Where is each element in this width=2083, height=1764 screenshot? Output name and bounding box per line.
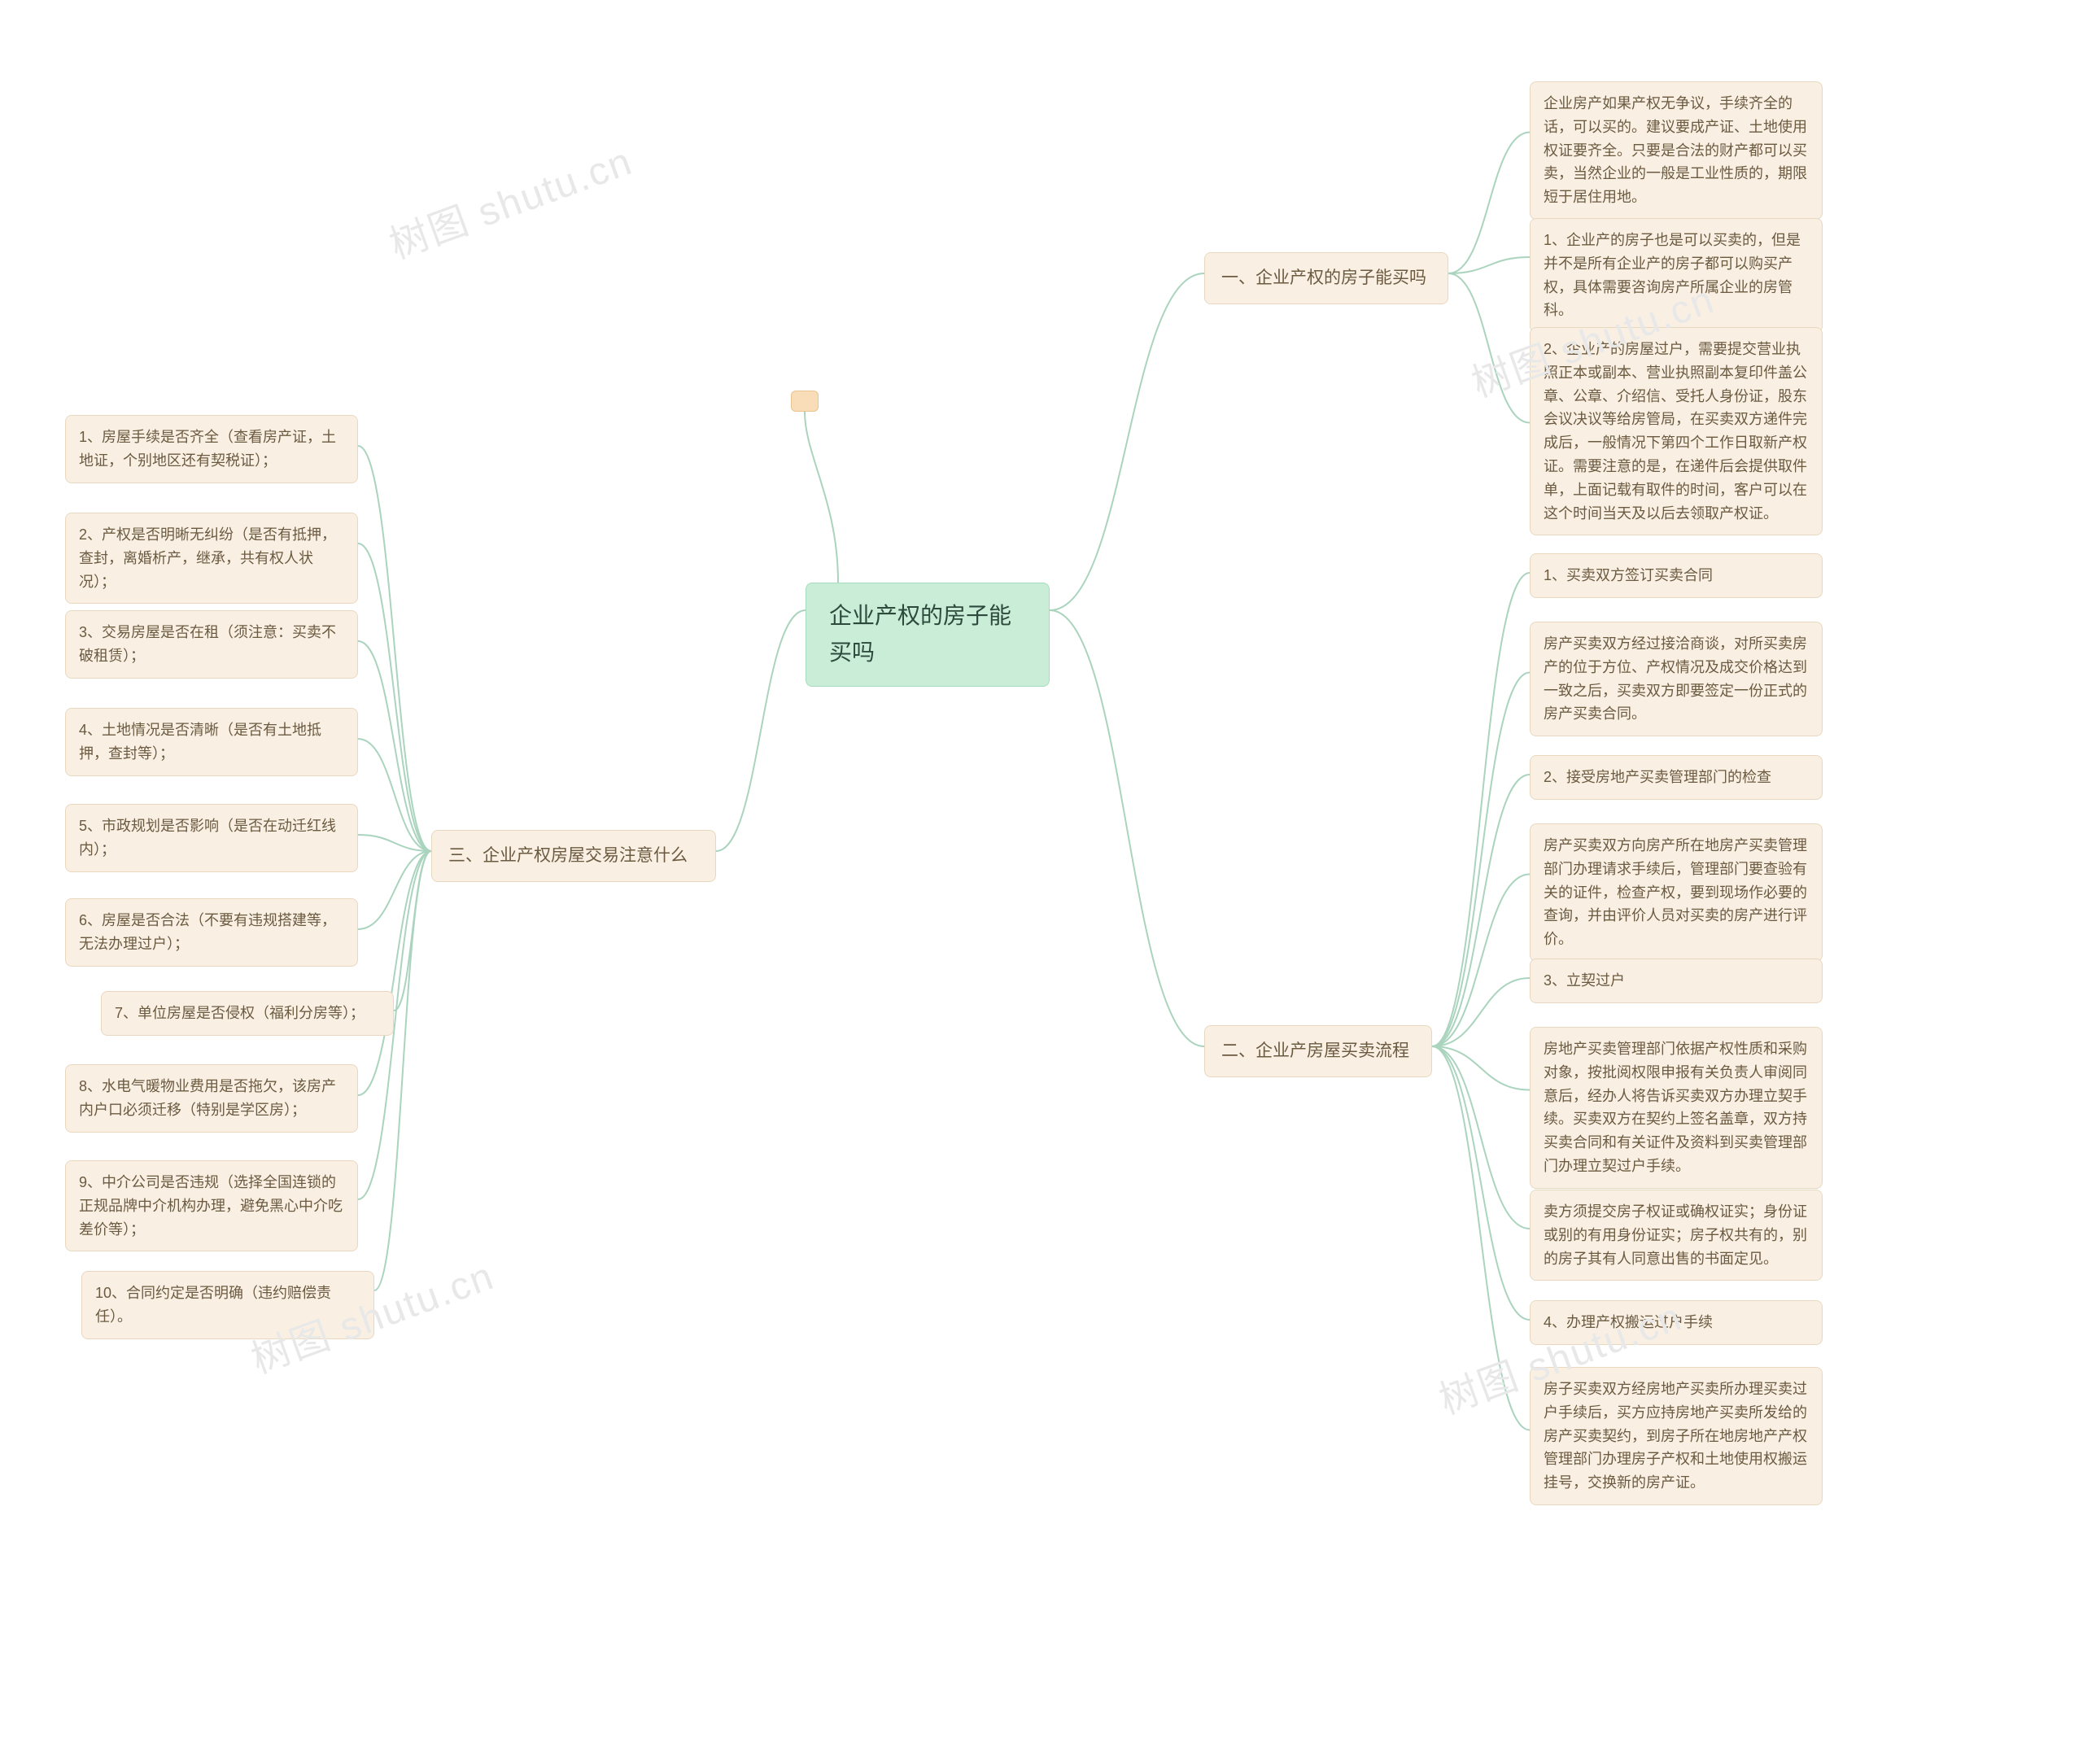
leaf-text: 房地产买卖管理部门依据产权性质和采购对象，按批阅权限申报有关负责人审阅同意后，经… xyxy=(1544,1041,1807,1174)
leaf-node: 3、交易房屋是否在租（须注意：买卖不破租赁）； xyxy=(65,610,358,679)
leaf-text: 5、市政规划是否影响（是否在动迁红线内）； xyxy=(79,818,336,858)
leaf-node: 3、立契过户 xyxy=(1530,958,1823,1003)
connector-line xyxy=(1448,273,1530,423)
leaf-node: 6、房屋是否合法（不要有违规搭建等，无法办理过户）； xyxy=(65,898,358,967)
leaf-node: 1、企业产的房子也是可以买卖的，但是并不是所有企业产的房子都可以购买产权，具体需… xyxy=(1530,218,1823,333)
connector-line xyxy=(1448,257,1530,273)
connector-line xyxy=(358,851,431,929)
leaf-node: 5、市政规划是否影响（是否在动迁红线内）； xyxy=(65,804,358,872)
connector-line xyxy=(1432,1046,1530,1320)
branch-node: 三、企业产权房屋交易注意什么 xyxy=(431,830,716,882)
leaf-node: 8、水电气暖物业费用是否拖欠，该房产内户口必须迁移（特别是学区房）； xyxy=(65,1064,358,1133)
watermark: 树图 shutu.cn xyxy=(380,129,639,270)
leaf-node: 1、买卖双方签订买卖合同 xyxy=(1530,553,1823,598)
leaf-text: 7、单位房屋是否侵权（福利分房等）； xyxy=(115,1005,365,1021)
leaf-text: 4、办理产权搬运过户手续 xyxy=(1544,1314,1713,1330)
branch-node: 一、企业产权的房子能买吗 xyxy=(1204,252,1448,304)
leaf-text: 4、土地情况是否清晰（是否有土地抵押，查封等）； xyxy=(79,722,321,762)
branch-node: 二、企业产房屋买卖流程 xyxy=(1204,1025,1432,1077)
leaf-node: 4、办理产权搬运过户手续 xyxy=(1530,1300,1823,1345)
connector-line xyxy=(358,835,431,851)
leaf-node: 2、接受房地产买卖管理部门的检查 xyxy=(1530,755,1823,800)
connector-line xyxy=(1050,273,1204,610)
leaf-text: 企业房产如果产权无争议，手续齐全的话，可以买的。建议要成产证、土地使用权证要齐全… xyxy=(1544,95,1807,205)
connector-line xyxy=(1050,610,1204,1046)
leaf-node: 卖方须提交房子权证或确权证实；身份证或别的有用身份证实；房子权共有的，别的房子其… xyxy=(1530,1190,1823,1281)
connector-line xyxy=(358,641,431,851)
leaf-text: 房子买卖双方经房地产买卖所办理买卖过户手续后，买方应持房地产买卖所发给的房产买卖… xyxy=(1544,1381,1807,1491)
leaf-text: 1、买卖双方签订买卖合同 xyxy=(1544,567,1713,583)
leaf-node: 房产买卖双方向房产所在地房产买卖管理部门办理请求手续后，管理部门要查验有关的证件… xyxy=(1530,823,1823,962)
branch-label: 三、企业产权房屋交易注意什么 xyxy=(448,846,688,865)
leaf-node: 4、土地情况是否清晰（是否有土地抵押，查封等）； xyxy=(65,708,358,776)
leaf-text: 3、交易房屋是否在租（须注意：买卖不破租赁）； xyxy=(79,624,336,664)
leaf-text: 卖方须提交房子权证或确权证实；身份证或别的有用身份证实；房子权共有的，别的房子其… xyxy=(1544,1203,1807,1267)
connector-line xyxy=(1432,1046,1530,1090)
root-node: 企业产权的房子能买吗 xyxy=(806,583,1050,687)
leaf-text: 房产买卖双方向房产所在地房产买卖管理部门办理请求手续后，管理部门要查验有关的证件… xyxy=(1544,837,1807,947)
connector-line xyxy=(358,739,431,851)
leaf-node: 房地产买卖管理部门依据产权性质和采购对象，按批阅权限申报有关负责人审阅同意后，经… xyxy=(1530,1027,1823,1189)
connector-line xyxy=(1432,1046,1530,1229)
connector-line xyxy=(1432,673,1530,1047)
connector-line xyxy=(394,851,431,1011)
connector-line xyxy=(805,412,838,583)
leaf-node: 企业房产如果产权无争议，手续齐全的话，可以买的。建议要成产证、土地使用权证要齐全… xyxy=(1530,81,1823,220)
connector-line xyxy=(374,851,431,1290)
leaf-text: 1、企业产的房子也是可以买卖的，但是并不是所有企业产的房子都可以购买产权，具体需… xyxy=(1544,232,1801,318)
small-orange-box xyxy=(791,391,819,412)
leaf-text: 房产买卖双方经过接洽商谈，对所买卖房产的位于方位、产权情况及成交价格达到一致之后… xyxy=(1544,635,1807,722)
leaf-text: 2、产权是否明晰无纠纷（是否有抵押，查封，离婚析产，继承，共有权人状况）； xyxy=(79,526,336,590)
connector-line xyxy=(358,851,431,1095)
leaf-node: 房产买卖双方经过接洽商谈，对所买卖房产的位于方位、产权情况及成交价格达到一致之后… xyxy=(1530,622,1823,736)
leaf-text: 2、企业产的房屋过户，需要提交营业执照正本或副本、营业执照副本复印件盖公章、公章… xyxy=(1544,341,1807,522)
leaf-node: 1、房屋手续是否齐全（查看房产证，土地证，个别地区还有契税证）； xyxy=(65,415,358,483)
leaf-node: 7、单位房屋是否侵权（福利分房等）； xyxy=(101,991,394,1036)
leaf-node: 10、合同约定是否明确（违约赔偿责任）。 xyxy=(81,1271,374,1339)
connector-line xyxy=(1448,133,1530,274)
leaf-text: 3、立契过户 xyxy=(1544,972,1625,989)
leaf-node: 房子买卖双方经房地产买卖所办理买卖过户手续后，买方应持房地产买卖所发给的房产买卖… xyxy=(1530,1367,1823,1505)
leaf-node: 2、产权是否明晰无纠纷（是否有抵押，查封，离婚析产，继承，共有权人状况）； xyxy=(65,513,358,604)
connector-line xyxy=(1432,1046,1530,1430)
leaf-text: 1、房屋手续是否齐全（查看房产证，土地证，个别地区还有契税证）； xyxy=(79,429,336,469)
root-text: 企业产权的房子能买吗 xyxy=(829,603,1011,665)
connector-line xyxy=(358,544,431,851)
leaf-node: 2、企业产的房屋过户，需要提交营业执照正本或副本、营业执照副本复印件盖公章、公章… xyxy=(1530,327,1823,535)
connector-line xyxy=(716,610,806,851)
leaf-node: 9、中介公司是否违规（选择全国连锁的正规品牌中介机构办理，避免黑心中介吃差价等）… xyxy=(65,1160,358,1251)
connector-line xyxy=(1432,573,1530,1046)
leaf-text: 2、接受房地产买卖管理部门的检查 xyxy=(1544,769,1771,785)
leaf-text: 10、合同约定是否明确（违约赔偿责任）。 xyxy=(95,1285,331,1325)
connector-line xyxy=(358,446,431,851)
branch-label: 一、企业产权的房子能买吗 xyxy=(1221,269,1426,287)
connector-line xyxy=(1432,775,1530,1046)
leaf-text: 9、中介公司是否违规（选择全国连锁的正规品牌中介机构办理，避免黑心中介吃差价等）… xyxy=(79,1174,343,1238)
leaf-text: 6、房屋是否合法（不要有违规搭建等，无法办理过户）； xyxy=(79,912,336,952)
connector-line xyxy=(1432,875,1530,1047)
leaf-text: 8、水电气暖物业费用是否拖欠，该房产内户口必须迁移（特别是学区房）； xyxy=(79,1078,336,1118)
branch-label: 二、企业产房屋买卖流程 xyxy=(1221,1041,1409,1060)
connector-line xyxy=(1432,978,1530,1046)
